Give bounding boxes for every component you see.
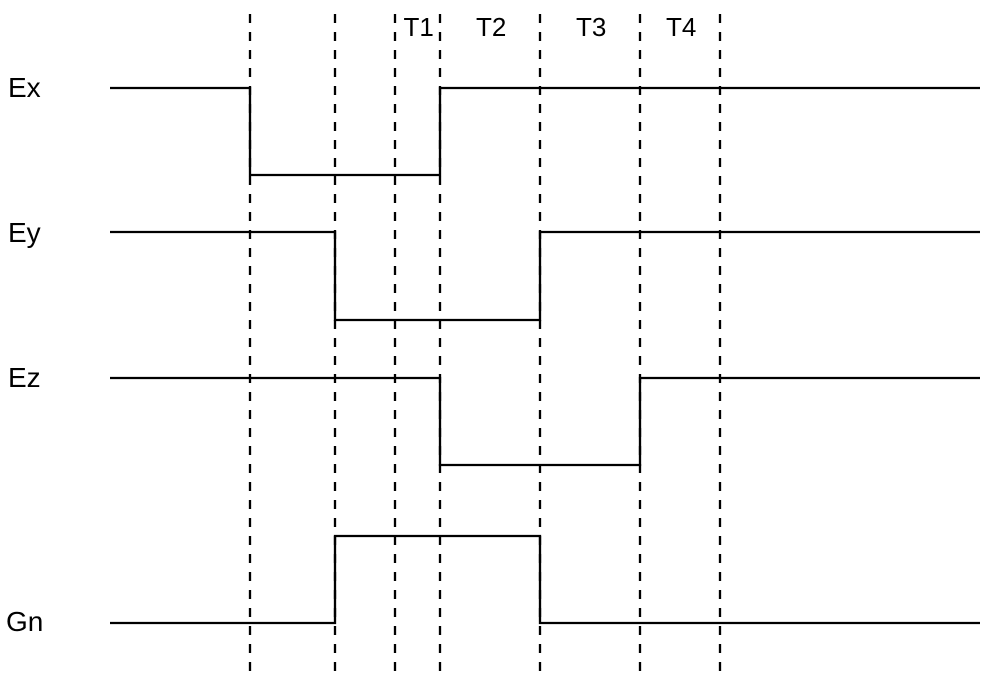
time-label: T1 bbox=[404, 12, 434, 43]
signal-label-ex: Ex bbox=[8, 72, 41, 104]
time-label: T2 bbox=[476, 12, 506, 43]
time-label: T4 bbox=[666, 12, 696, 43]
signal-label-gn: Gn bbox=[6, 606, 43, 638]
signal-label-ez: Ez bbox=[8, 362, 41, 394]
time-label: T3 bbox=[576, 12, 606, 43]
signal-label-ey: Ey bbox=[8, 217, 41, 249]
